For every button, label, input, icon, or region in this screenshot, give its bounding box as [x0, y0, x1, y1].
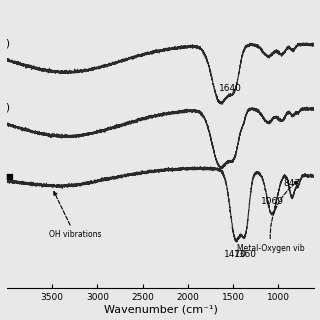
Text: 1360: 1360	[234, 250, 257, 259]
Text: 847: 847	[284, 179, 301, 188]
Text: ): )	[5, 103, 9, 113]
Text: 1069: 1069	[260, 196, 284, 205]
Text: 1470: 1470	[224, 251, 247, 260]
Text: ): )	[5, 38, 9, 48]
Text: Metal-Oxygen vib: Metal-Oxygen vib	[237, 181, 305, 253]
X-axis label: Wavenumber (cm⁻¹): Wavenumber (cm⁻¹)	[104, 304, 218, 315]
Text: ■: ■	[5, 172, 13, 181]
Text: OH vibrations: OH vibrations	[49, 192, 101, 239]
Text: 1640: 1640	[219, 84, 242, 92]
